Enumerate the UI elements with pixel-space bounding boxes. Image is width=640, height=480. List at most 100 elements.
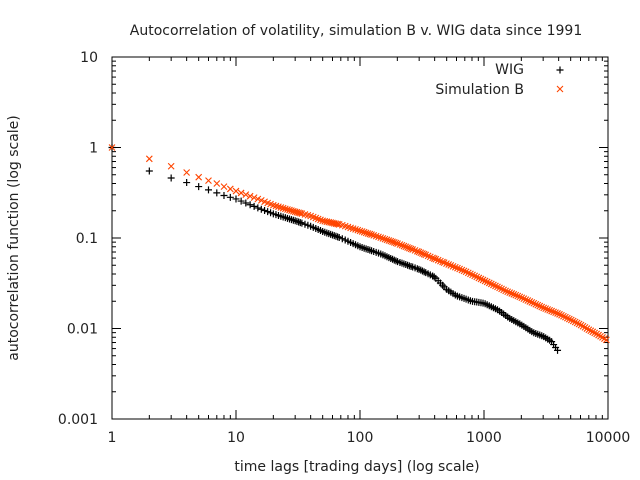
- simulation-b-point: [502, 287, 510, 295]
- simulation-b-point: [532, 300, 540, 308]
- wig-point: [237, 197, 245, 205]
- simulation-b-point: [540, 304, 548, 312]
- simulation-b-point: [593, 330, 601, 338]
- wig-point: [145, 167, 153, 175]
- simulation-b-point: [375, 233, 382, 241]
- simulation-b-point: [358, 228, 366, 235]
- simulation-b-point: [481, 277, 489, 285]
- simulation-b-point: [573, 319, 581, 327]
- simulation-b-point: [445, 261, 453, 268]
- simulation-b-point: [356, 227, 364, 235]
- simulation-b-point: [402, 243, 410, 251]
- simulation-b-point: [205, 177, 212, 185]
- simulation-b-point: [520, 295, 528, 303]
- simulation-b-point: [213, 180, 221, 187]
- simulation-b-point: [279, 204, 287, 212]
- simulation-b-point: [424, 252, 432, 260]
- y-tick-label: 0.1: [76, 231, 98, 247]
- simulation-b-point: [508, 290, 516, 297]
- simulation-b-point: [544, 306, 552, 313]
- legend-label-simulation-b: Simulation B: [435, 82, 524, 98]
- simulation-b-point: [567, 316, 575, 324]
- simulation-b-point: [589, 328, 597, 336]
- wig-point: [242, 199, 250, 207]
- plot-frame: [111, 56, 609, 420]
- simulation-b-point: [490, 281, 497, 289]
- simulation-b-point: [430, 255, 438, 262]
- simulation-b-point: [546, 306, 554, 314]
- simulation-b-point: [220, 183, 228, 190]
- simulation-b-point: [407, 245, 415, 253]
- simulation-b-point: [526, 298, 534, 305]
- simulation-b-point: [385, 237, 393, 244]
- simulation-b-point: [500, 286, 508, 294]
- simulation-b-point: [569, 317, 577, 325]
- simulation-b-point: [167, 162, 175, 170]
- simulation-b-point: [237, 189, 245, 197]
- simulation-b-point: [354, 226, 362, 234]
- simulation-b-point: [317, 216, 324, 224]
- x-tick-label: 1: [108, 430, 117, 446]
- simulation-b-point: [314, 215, 322, 223]
- simulation-b-point: [556, 310, 563, 318]
- simulation-b-point: [591, 329, 599, 337]
- simulation-b-point: [443, 260, 450, 268]
- simulation-b-point: [485, 279, 493, 287]
- simulation-b-point: [281, 205, 289, 213]
- simulation-b-point: [415, 248, 423, 256]
- simulation-b-point: [434, 256, 442, 264]
- simulation-b-point: [372, 232, 380, 240]
- simulation-b-point: [321, 217, 329, 225]
- wig-point: [250, 202, 258, 210]
- y-tick-label: 1: [89, 141, 98, 157]
- wig-point: [291, 217, 299, 225]
- simulation-b-point: [284, 206, 291, 213]
- simulation-b-point: [536, 302, 544, 310]
- simulation-b-point: [437, 257, 444, 265]
- simulation-b-point: [475, 274, 483, 282]
- wig-point: [430, 273, 438, 281]
- wig-point: [167, 174, 175, 182]
- simulation-b-point: [275, 203, 282, 211]
- simulation-b-point: [471, 272, 479, 280]
- simulation-b-point: [538, 303, 546, 311]
- simulation-b-point: [464, 269, 472, 277]
- simulation-b-point: [454, 264, 461, 272]
- simulation-b-point: [226, 185, 234, 193]
- simulation-b-point: [439, 258, 446, 266]
- simulation-b-point: [496, 284, 503, 292]
- simulation-b-point: [411, 247, 419, 254]
- wig-point: [392, 257, 400, 265]
- simulation-b-point: [387, 237, 395, 245]
- simulation-b-point: [524, 297, 532, 304]
- wig-point: [418, 267, 426, 275]
- wig-point: [330, 232, 338, 240]
- simulation-b-point: [460, 267, 468, 275]
- y-tick-label: 0.001: [58, 412, 98, 428]
- simulation-b-point: [349, 225, 357, 233]
- simulation-b-point: [183, 169, 191, 176]
- wig-point: [226, 193, 234, 201]
- simulation-b-point: [352, 226, 359, 233]
- simulation-b-point: [451, 263, 459, 271]
- legend-marker-wig: [556, 66, 564, 74]
- wig-point: [298, 219, 306, 227]
- simulation-b-point: [288, 207, 295, 215]
- simulation-b-point: [254, 195, 262, 203]
- wig-point: [390, 256, 398, 264]
- wig-point: [213, 189, 221, 197]
- simulation-b-point: [449, 262, 457, 270]
- simulation-b-point: [483, 278, 491, 286]
- simulation-b-point: [554, 310, 561, 317]
- simulation-b-point: [417, 249, 425, 257]
- simulation-b-point: [377, 234, 385, 242]
- simulation-b-point: [575, 320, 583, 328]
- simulation-b-point: [383, 236, 391, 244]
- simulation-b-point: [562, 313, 569, 321]
- simulation-b-point: [400, 242, 408, 250]
- wig-point: [417, 266, 425, 274]
- simulation-b-point: [597, 332, 604, 340]
- simulation-b-point: [522, 296, 530, 303]
- simulation-b-point: [246, 192, 254, 200]
